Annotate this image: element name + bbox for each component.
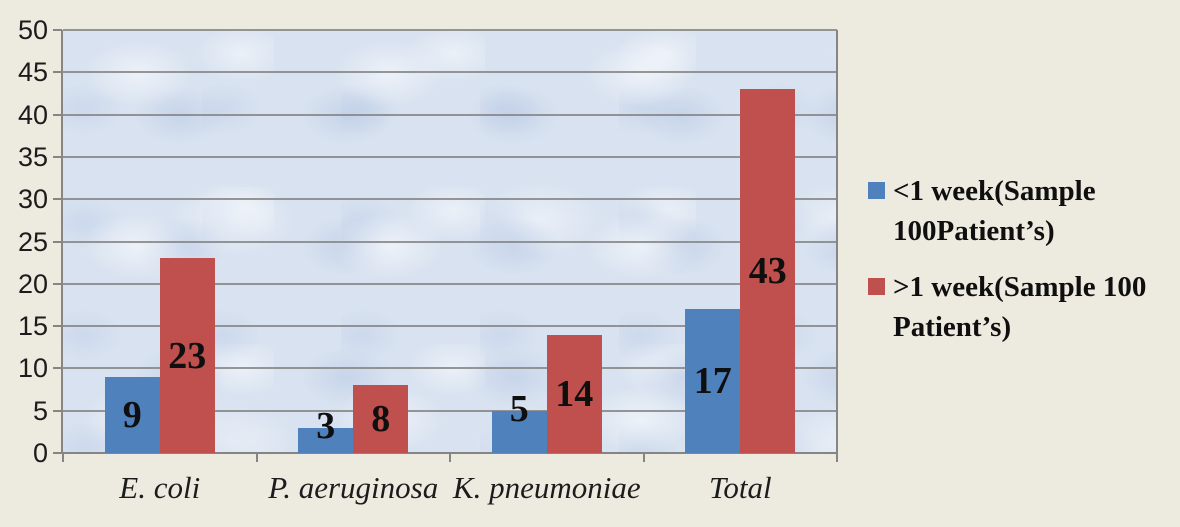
y-tick-mark: [53, 240, 62, 243]
y-axis-label: 10: [17, 353, 48, 384]
y-tick-mark: [53, 282, 62, 285]
gridline: [63, 240, 837, 243]
bar-lt1week: [685, 309, 741, 453]
legend-swatch-blue: [868, 182, 885, 199]
x-tick-mark: [255, 453, 258, 462]
legend-item: <1 week(Sample 100Patient’s): [868, 171, 1176, 251]
plot-right-border: [836, 30, 838, 454]
bar-lt1week: [104, 376, 160, 453]
y-axis-label: 5: [32, 395, 48, 426]
data-label: 43: [748, 250, 787, 293]
legend-swatch-red: [868, 278, 885, 295]
y-axis-label: 20: [17, 268, 48, 299]
gridline: [63, 29, 837, 31]
y-axis-label: 40: [17, 99, 48, 130]
y-axis-label: 50: [17, 15, 48, 45]
y-axis-label: 15: [17, 311, 48, 342]
bar-gt1week: [546, 334, 602, 453]
gridline: [63, 409, 837, 412]
bar-gt1week: [740, 89, 796, 453]
y-axis-label: 0: [32, 438, 48, 468]
gridline: [63, 71, 837, 74]
gridline: [63, 367, 837, 370]
bar-lt1week: [298, 427, 354, 453]
gridline: [63, 113, 837, 116]
legend-item: >1 week(Sample 100 Patient’s): [868, 267, 1176, 347]
y-tick-mark: [53, 325, 62, 328]
data-label: 17: [693, 360, 732, 403]
x-category-label: E. coli: [119, 470, 201, 505]
x-tick-mark: [836, 453, 838, 462]
legend-label: >1 week(Sample 100 Patient’s): [893, 271, 1147, 343]
y-tick-mark: [53, 113, 62, 116]
data-label: 14: [555, 372, 594, 415]
x-category-label: K. pneumoniae: [452, 470, 641, 505]
y-axis-label: 45: [17, 57, 48, 88]
y-tick-mark: [53, 29, 62, 31]
data-label: 3: [316, 404, 336, 447]
x-tick-mark: [62, 453, 64, 462]
y-tick-mark: [53, 452, 62, 454]
y-axis-line: [61, 30, 63, 454]
data-label: 5: [509, 387, 529, 430]
y-axis-label: 35: [17, 141, 48, 172]
gridline: [63, 198, 837, 201]
y-tick-mark: [53, 409, 62, 412]
legend-label: <1 week(Sample 100Patient’s): [893, 175, 1096, 247]
y-tick-mark: [53, 71, 62, 74]
x-tick-mark: [449, 453, 451, 462]
data-label: 23: [168, 334, 207, 377]
y-tick-mark: [53, 367, 62, 370]
plot-area: 9 23 3 8 5 14 17 43: [63, 29, 837, 453]
x-category-label: Total: [708, 470, 772, 505]
legend: <1 week(Sample 100Patient’s) >1 week(Samp…: [868, 171, 1176, 363]
y-tick-mark: [53, 198, 62, 201]
gridline: [63, 282, 837, 285]
bar-lt1week: [491, 410, 547, 453]
y-tick-mark: [53, 155, 62, 158]
data-label: 8: [371, 398, 391, 441]
gridline: [63, 325, 837, 328]
data-label: 9: [122, 393, 142, 436]
gridline: [63, 155, 837, 158]
y-axis-label: 25: [17, 226, 48, 257]
x-tick-mark: [642, 453, 645, 462]
bar-gt1week: [353, 385, 409, 453]
x-category-label: P. aeruginosa: [268, 470, 439, 505]
y-axis-label: 30: [17, 184, 48, 215]
bar-gt1week: [159, 258, 215, 453]
